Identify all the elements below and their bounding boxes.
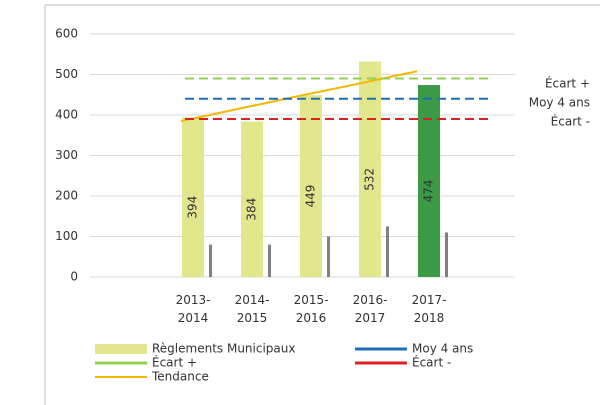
- thin-bar: [268, 244, 271, 277]
- x-tick-label: 2015-2016: [294, 293, 329, 325]
- data-label: 474: [422, 180, 436, 203]
- thin-bar: [445, 232, 448, 277]
- y-tick-label: 600: [55, 27, 78, 41]
- thin-bar: [386, 226, 389, 277]
- bar: [418, 85, 440, 277]
- y-tick-label: 400: [55, 108, 78, 122]
- legend-label: Écart +: [152, 355, 197, 370]
- y-tick-label: 0: [70, 270, 78, 284]
- x-tick-label: 2014-2015: [235, 293, 270, 325]
- y-tick-label: 200: [55, 189, 78, 203]
- data-label: 384: [245, 198, 259, 221]
- x-tick-label: 2013-2014: [176, 293, 211, 325]
- y-tick-label: 100: [55, 229, 78, 243]
- x-tick-label: 2016-2017: [353, 293, 388, 325]
- legend-label: Règlements Municipaux: [152, 342, 295, 356]
- trend-line: [180, 70, 418, 123]
- y-tick-label: 300: [55, 148, 78, 162]
- data-label: 449: [304, 185, 318, 208]
- legend-label: Moy 4 ans: [412, 342, 473, 356]
- data-label: 532: [363, 168, 377, 191]
- x-tick-label: 2017-2018: [412, 293, 447, 325]
- data-label: 394: [186, 196, 200, 219]
- thin-bar: [209, 244, 212, 277]
- reference-label: Moy 4 ans: [529, 96, 590, 110]
- legend-swatch: [95, 344, 147, 354]
- legend-label: Tendance: [151, 370, 209, 384]
- bar: [241, 121, 263, 277]
- bar: [182, 117, 204, 278]
- bar: [300, 95, 322, 277]
- y-tick-label: 500: [55, 67, 78, 81]
- reference-label: Écart -: [551, 114, 590, 129]
- legend-label: Écart -: [412, 355, 451, 370]
- thin-bar: [327, 236, 330, 277]
- reference-label: Écart +: [545, 76, 590, 91]
- bar: [359, 61, 381, 277]
